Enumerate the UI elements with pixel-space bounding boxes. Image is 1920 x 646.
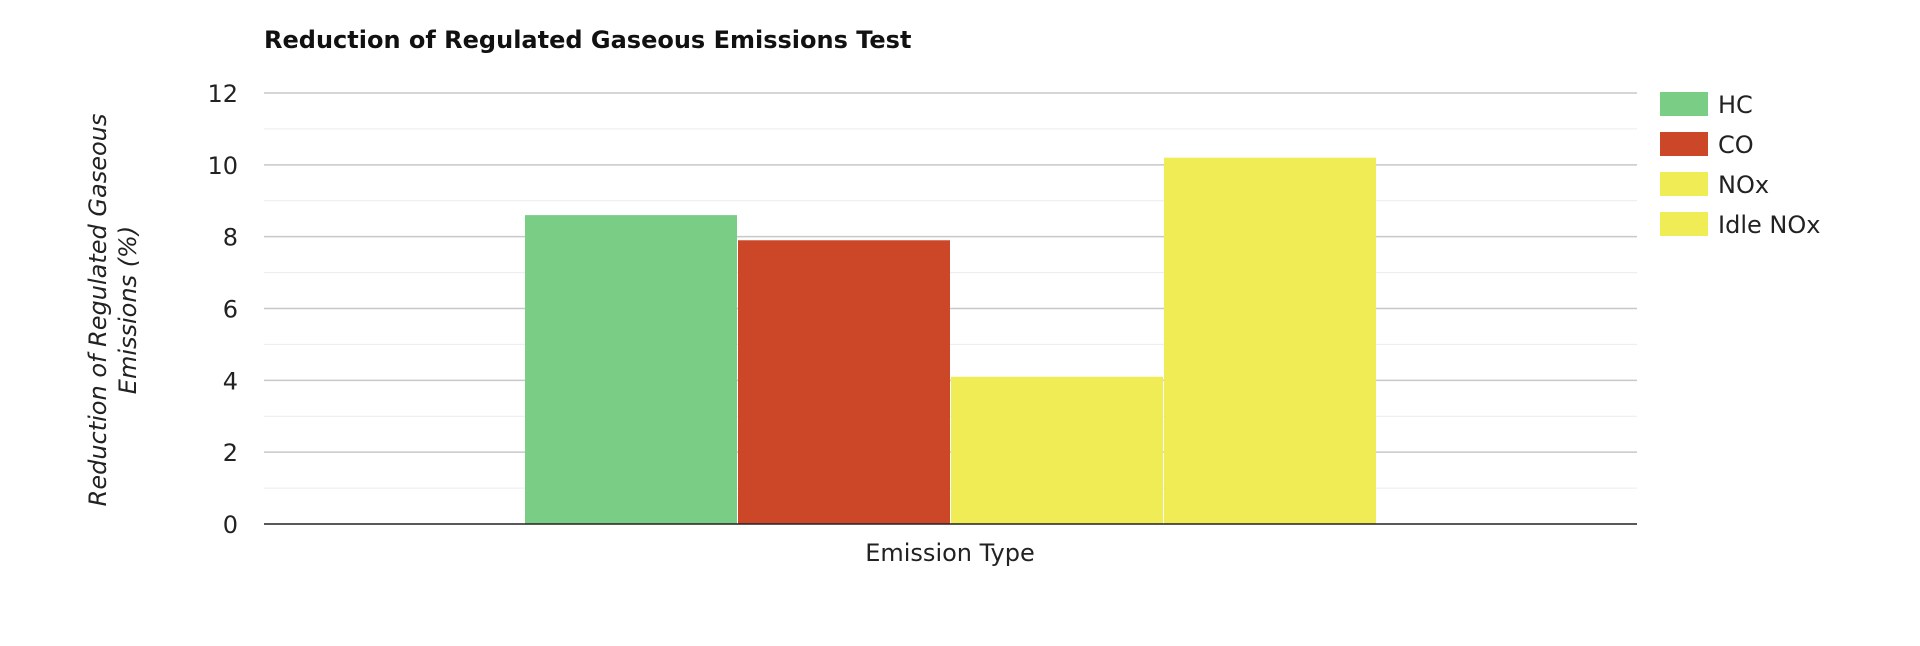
y-tick-labels: 0 2 4 6 8 10 12 — [207, 80, 238, 539]
y-tick-label: 8 — [223, 224, 238, 252]
y-tick-label: 4 — [223, 367, 238, 395]
chart-title: Reduction of Regulated Gaseous Emissions… — [264, 26, 911, 54]
legend-swatch — [1660, 172, 1708, 196]
bar-idle-nox — [1164, 157, 1376, 524]
legend-label: HC — [1718, 91, 1753, 119]
bars — [525, 157, 1376, 524]
legend-swatch — [1660, 132, 1708, 156]
y-axis-label: Reduction of Regulated Gaseous Emissions… — [84, 114, 142, 507]
legend-label: CO — [1718, 131, 1754, 159]
y-tick-label: 12 — [207, 80, 238, 108]
legend-swatch — [1660, 212, 1708, 236]
bar-co — [738, 240, 950, 524]
legend: HC CO NOx Idle NOx — [1660, 91, 1820, 239]
y-tick-label: 10 — [207, 152, 238, 180]
legend-label: NOx — [1718, 171, 1769, 199]
bar-nox — [951, 376, 1163, 524]
gridlines — [264, 92, 1637, 489]
y-tick-label: 2 — [223, 439, 238, 467]
y-axis-label-line-1: Reduction of Regulated Gaseous — [84, 114, 112, 507]
y-tick-label: 0 — [223, 511, 238, 539]
bar-hc — [525, 215, 737, 524]
y-axis-label-line-2: Emissions (%) — [114, 226, 142, 394]
legend-label: Idle NOx — [1718, 211, 1820, 239]
legend-swatch — [1660, 92, 1708, 116]
y-tick-label: 6 — [223, 296, 238, 324]
x-axis-label: Emission Type — [865, 539, 1035, 567]
